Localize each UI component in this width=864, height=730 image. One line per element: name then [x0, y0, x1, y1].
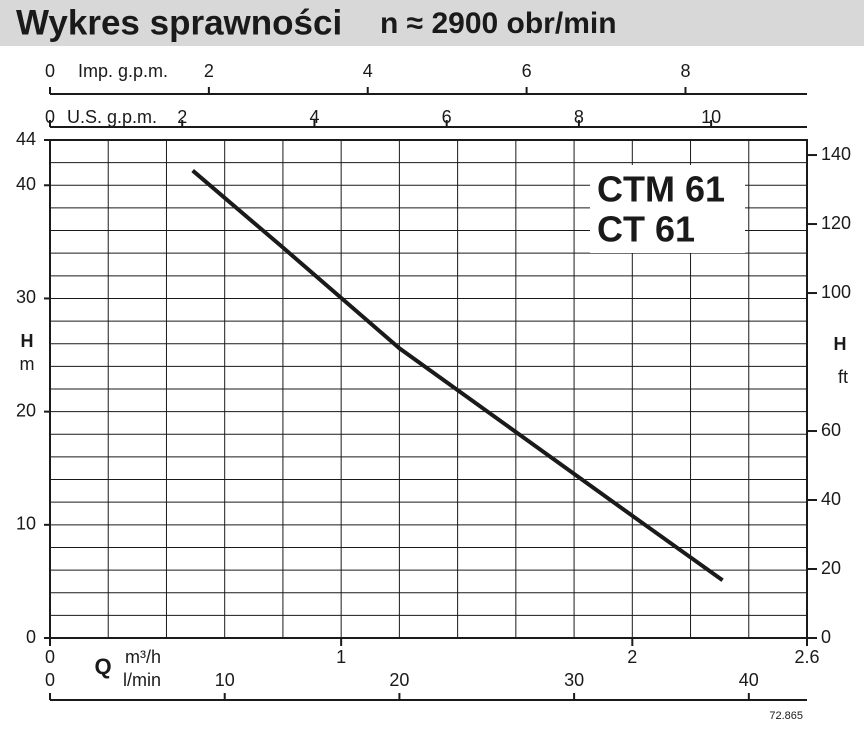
top-tick-label: 8	[680, 61, 690, 81]
model-box	[590, 165, 745, 253]
x-axis-label: Q	[94, 654, 111, 679]
top-tick-label: 2	[204, 61, 214, 81]
y2-tick-label: 100	[821, 282, 851, 302]
model-label: CTM 61	[597, 169, 725, 210]
top-tick-label: 4	[363, 61, 373, 81]
y2-tick-label: 140	[821, 144, 851, 164]
model-label: CT 61	[597, 209, 695, 250]
y2-tick-label: 60	[821, 420, 841, 440]
x-tick-label: 1	[336, 647, 346, 667]
x-tick-label: 0	[45, 647, 55, 667]
top-tick-label: 0	[45, 107, 55, 127]
y-tick-label: 20	[16, 400, 36, 420]
y-axis-unit: m	[20, 354, 35, 374]
y2-tick-label: 20	[821, 558, 841, 578]
x-axis-unit: m³/h	[125, 647, 161, 667]
y2-tick-label: 120	[821, 213, 851, 233]
y-tick-label: 30	[16, 287, 36, 307]
y-tick-label: 44	[16, 129, 36, 149]
y-tick-label: 0	[26, 627, 36, 647]
chart-title: Wykres sprawności	[16, 3, 342, 42]
x2-tick-label: 10	[215, 670, 235, 690]
y2-tick-label: 40	[821, 489, 841, 509]
x2-tick-label: 40	[739, 670, 759, 690]
x-tick-label: 2.6	[794, 647, 819, 667]
top-axis-label: Imp. g.p.m.	[78, 61, 168, 81]
top-tick-label: 6	[442, 107, 452, 127]
top-tick-label: 6	[522, 61, 532, 81]
top-tick-label: 2	[177, 107, 187, 127]
top-tick-label: 0	[45, 61, 55, 81]
x2-axis-unit: l/min	[123, 670, 161, 690]
x2-tick-label: 0	[45, 670, 55, 690]
top-tick-label: 10	[701, 107, 721, 127]
y-tick-label: 10	[16, 514, 36, 534]
y2-tick-label: 0	[821, 627, 831, 647]
title-bar	[0, 0, 864, 46]
pump-curve	[191, 169, 724, 582]
x2-tick-label: 30	[564, 670, 584, 690]
figure-code: 72.865	[769, 710, 803, 722]
top-tick-label: 4	[309, 107, 319, 127]
y2-axis-unit: ft	[838, 367, 848, 387]
top-tick-label: 8	[574, 107, 584, 127]
chart-subtitle: n ≈ 2900 obr/min	[380, 7, 617, 40]
x2-tick-label: 20	[389, 670, 409, 690]
y-tick-label: 40	[16, 174, 36, 194]
x-tick-label: 2	[627, 647, 637, 667]
y-axis-label: H	[21, 331, 34, 351]
y2-axis-label: H	[834, 334, 847, 354]
top-axis-label: U.S. g.p.m.	[67, 107, 157, 127]
